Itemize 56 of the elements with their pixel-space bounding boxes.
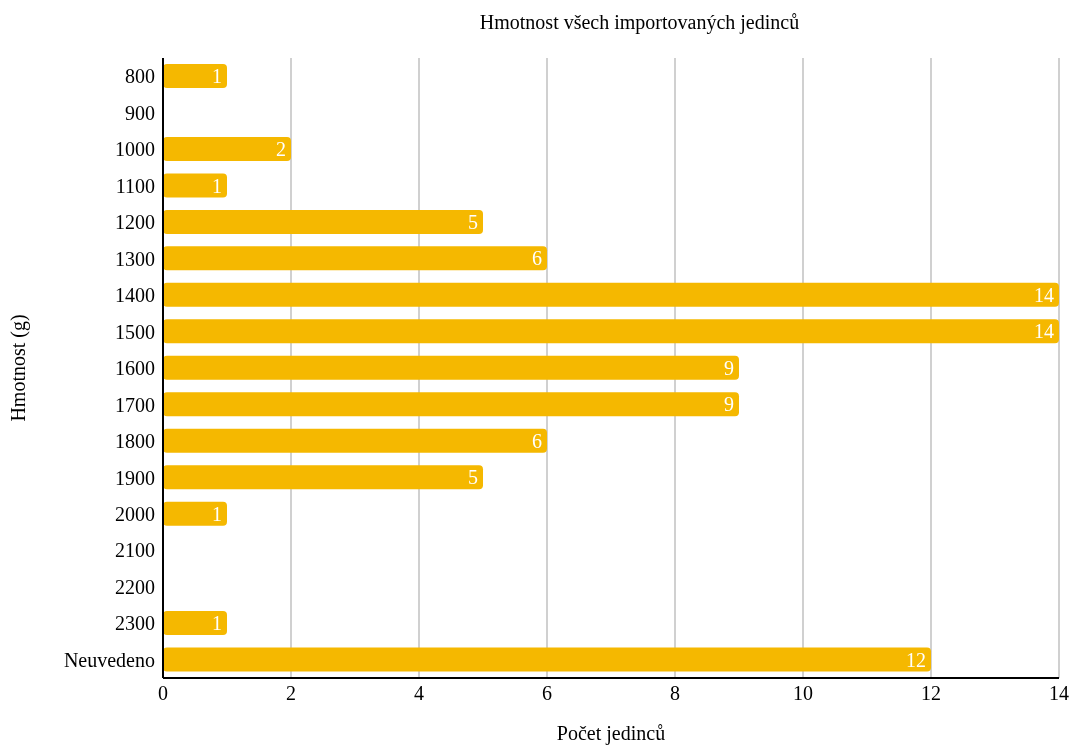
bar: [163, 282, 1059, 307]
data-label: 14: [1034, 320, 1054, 343]
x-tick-label: 8: [670, 682, 680, 705]
y-tick-label: 2000: [115, 502, 155, 525]
data-label: 14: [1034, 283, 1054, 306]
y-tick-label: 900: [125, 101, 155, 124]
data-label: 1: [212, 174, 222, 197]
y-tick-label: 1200: [115, 211, 155, 234]
bar: [163, 246, 547, 271]
bar: [163, 501, 227, 526]
y-tick-label: 800: [125, 65, 155, 88]
y-tick-label: 1900: [115, 466, 155, 489]
bar: [163, 209, 483, 234]
y-tick-label: 1000: [115, 138, 155, 161]
data-label: 1: [212, 65, 222, 88]
x-tick-label: 10: [793, 682, 813, 705]
bar: [163, 136, 291, 161]
bar: [163, 465, 483, 490]
data-label: 6: [532, 429, 542, 452]
y-tick-label: 1100: [115, 174, 155, 197]
data-label: 9: [724, 393, 734, 416]
y-axis-title: Hmotnost (g): [7, 314, 31, 422]
data-label: 6: [532, 247, 542, 270]
y-tick-label: 2100: [115, 539, 155, 562]
y-tick-label: 1700: [115, 393, 155, 416]
x-axis-title: Počet jedinců: [556, 722, 666, 745]
bar: [163, 647, 931, 672]
bar: [163, 611, 227, 636]
data-label: 5: [468, 466, 478, 489]
data-label: 9: [724, 356, 734, 379]
x-tick-label: 14: [1049, 682, 1069, 705]
data-label: 12: [906, 648, 926, 671]
data-label: 1: [212, 502, 222, 525]
data-label: 1: [212, 612, 222, 635]
chart-title: Hmotnost všech importovaných jedinců: [478, 10, 801, 36]
x-tick-label: 0: [158, 682, 168, 705]
bar: [163, 319, 1059, 344]
bar: [163, 173, 227, 198]
bar: [163, 392, 739, 417]
data-label: 2: [276, 138, 286, 161]
bar: [163, 64, 227, 88]
y-tick-label: 2200: [115, 575, 155, 598]
bar: [163, 428, 547, 453]
x-tick-label: 4: [414, 682, 424, 705]
y-tick-label: Neuvedeno: [63, 648, 155, 671]
y-tick-label: 1400: [115, 284, 155, 307]
x-tick-label: 12: [921, 682, 941, 705]
y-tick-label: 2300: [115, 612, 155, 635]
x-tick-label: 6: [542, 682, 552, 705]
data-label: 5: [468, 210, 478, 233]
x-tick-label: 2: [286, 682, 296, 705]
bar: [163, 355, 739, 380]
y-tick-label: 1500: [115, 320, 155, 343]
y-tick-label: 1300: [115, 247, 155, 270]
y-tick-label: 1800: [115, 430, 155, 453]
y-tick-label: 1600: [115, 357, 155, 380]
